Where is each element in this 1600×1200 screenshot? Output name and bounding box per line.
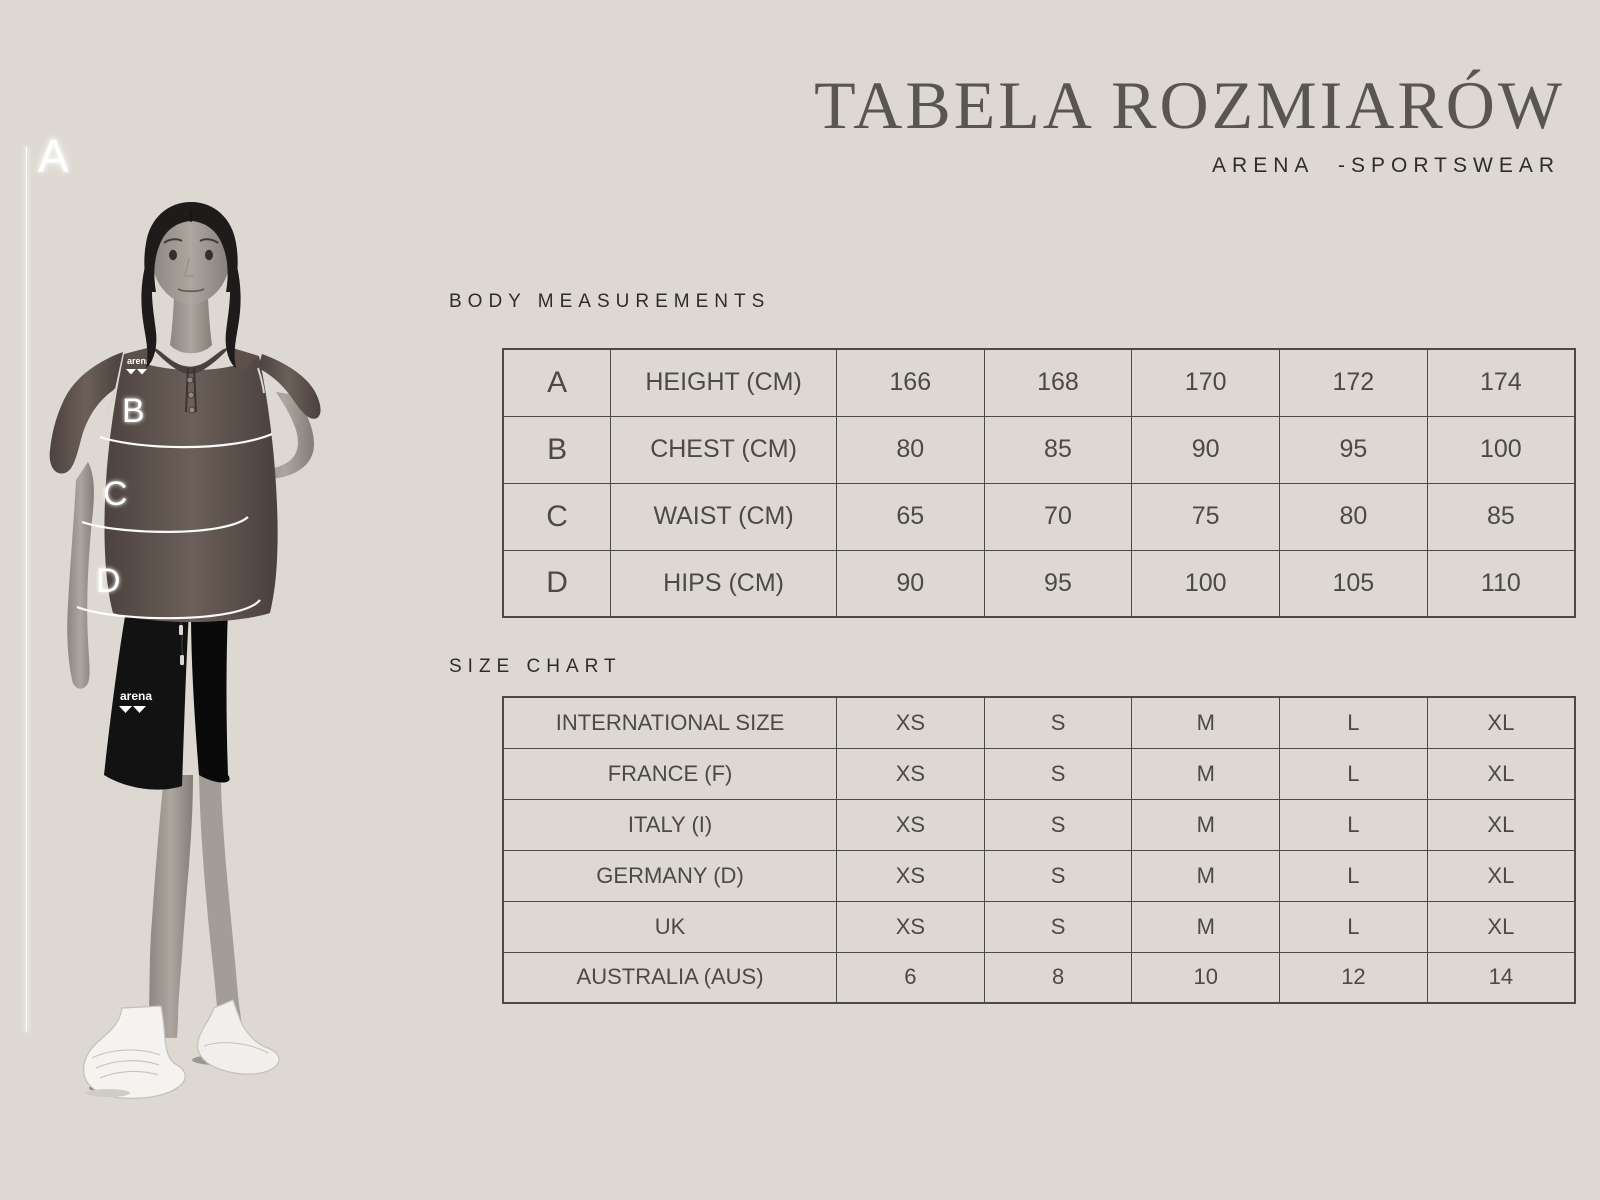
- svg-text:arena: arena: [120, 689, 152, 703]
- svg-text:B: B: [122, 392, 145, 430]
- svg-text:C: C: [103, 475, 128, 513]
- svg-text:D: D: [96, 562, 121, 600]
